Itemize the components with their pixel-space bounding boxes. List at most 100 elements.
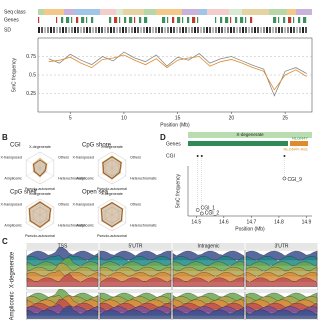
radar-spoke: [98, 167, 113, 177]
radar-axis-label: Others: [130, 202, 141, 206]
sd-block: [68, 27, 70, 33]
sd-block: [56, 27, 58, 33]
sd-block: [251, 27, 253, 33]
x-axis-label: Position (Mb): [160, 122, 190, 128]
point-label: CGI_1: [201, 205, 216, 211]
x-tick-label: 25: [282, 115, 288, 121]
gene-block: [71, 17, 73, 23]
sd-block: [89, 27, 91, 33]
sd-block: [284, 27, 286, 33]
radar-axis-label: Heterochromatic: [130, 223, 157, 227]
radar-axis-label: Pseudo-autosomal: [25, 234, 55, 238]
x-tick-label: 14.9: [302, 219, 312, 225]
sd-block: [236, 27, 238, 33]
sd-block: [77, 27, 79, 33]
gene-block: [187, 17, 190, 23]
sd-block: [128, 27, 130, 33]
x-tick-label: 10: [121, 115, 127, 121]
radar-axis-label: Pseudo-autosomal: [25, 187, 55, 191]
y-tick-label: 0.25: [26, 91, 36, 97]
seq-class-block: [269, 9, 287, 15]
density-ridge: [245, 277, 318, 287]
track-label: Genes: [4, 17, 19, 23]
gene-block: [172, 17, 175, 23]
gene-block: [56, 17, 58, 23]
sd-block: [95, 27, 97, 33]
gene-block: [61, 17, 64, 23]
gene-block: [162, 17, 166, 23]
sd-block: [209, 27, 211, 33]
radar-axis-label: X-degenerate: [29, 192, 51, 196]
radar-axis-label: Ampliconic: [76, 223, 94, 227]
sd-block: [98, 27, 100, 33]
y-axis-label: 5mC frequency: [11, 58, 17, 92]
sd-block: [125, 27, 127, 33]
sd-block: [50, 27, 52, 33]
sd-block: [263, 27, 265, 33]
gene-block: [278, 17, 280, 23]
sd-block: [293, 27, 295, 33]
sd-block: [269, 27, 271, 33]
y-tick-label: 0.5: [29, 72, 36, 78]
radar-axis-label: X-degenerate: [101, 145, 123, 149]
region-label: X-degenerate: [236, 132, 264, 137]
density-ridge: [172, 277, 245, 287]
sd-block: [119, 27, 121, 33]
sd-block: [110, 27, 112, 33]
radar-axis-label: Pseudo-autosomal: [97, 187, 127, 191]
sd-block: [131, 27, 133, 33]
column-header: [26, 243, 99, 249]
gene-block: [225, 17, 229, 23]
track-label: Genes: [166, 141, 181, 147]
radar-axis-label: Heterochromatic: [58, 176, 85, 180]
column-header: [99, 243, 172, 249]
panel-letter: B: [2, 133, 8, 142]
sd-block: [83, 27, 85, 33]
gene-block: [124, 17, 127, 23]
sd-block: [212, 27, 214, 33]
sd-block: [134, 27, 136, 33]
sd-block: [182, 27, 184, 33]
seq-class-block: [123, 9, 144, 15]
density-ridge: [26, 273, 99, 287]
gene-block: [230, 17, 232, 23]
gene-label: NLGN4Y: [292, 136, 308, 141]
sd-block: [257, 27, 259, 33]
radar-axis-label: Others: [130, 155, 141, 159]
gene-block: [250, 17, 253, 23]
sd-block: [140, 27, 142, 33]
radar-spoke: [98, 214, 113, 224]
radar-spoke: [26, 214, 41, 224]
sd-block: [107, 27, 109, 33]
density-ridge: [172, 309, 245, 319]
sd-block: [299, 27, 301, 33]
cgi-point: [282, 176, 287, 181]
column-header-label: TSS: [58, 243, 68, 249]
seq-class-block: [182, 9, 199, 15]
radar-spoke: [111, 159, 126, 169]
gene-block: [86, 17, 88, 23]
radar-title: Open sea: [82, 190, 109, 196]
facet-frame: [99, 291, 172, 320]
radar-axis-label: Heterochromatic: [130, 176, 157, 180]
column-header: [172, 243, 245, 249]
gene-block: [119, 17, 121, 23]
x-tick-label: 5: [69, 115, 72, 121]
sd-block: [173, 27, 175, 33]
point-label: CGI_2: [205, 210, 220, 216]
sd-block: [122, 27, 124, 33]
region-bar: [188, 132, 312, 138]
sd-block: [200, 27, 202, 33]
sd-block: [254, 27, 256, 33]
seq-class-block: [144, 9, 156, 15]
y-axis-label: 5mC frequency: [175, 174, 181, 208]
gene-bar: [188, 141, 288, 146]
column-header-label: 5'UTR: [128, 243, 142, 249]
sd-block: [143, 27, 145, 33]
x-tick-label: 14.6: [219, 219, 229, 225]
radar-series: [102, 156, 122, 179]
sd-block: [164, 27, 166, 33]
sd-block: [65, 27, 67, 33]
seq-class-block: [44, 9, 64, 15]
